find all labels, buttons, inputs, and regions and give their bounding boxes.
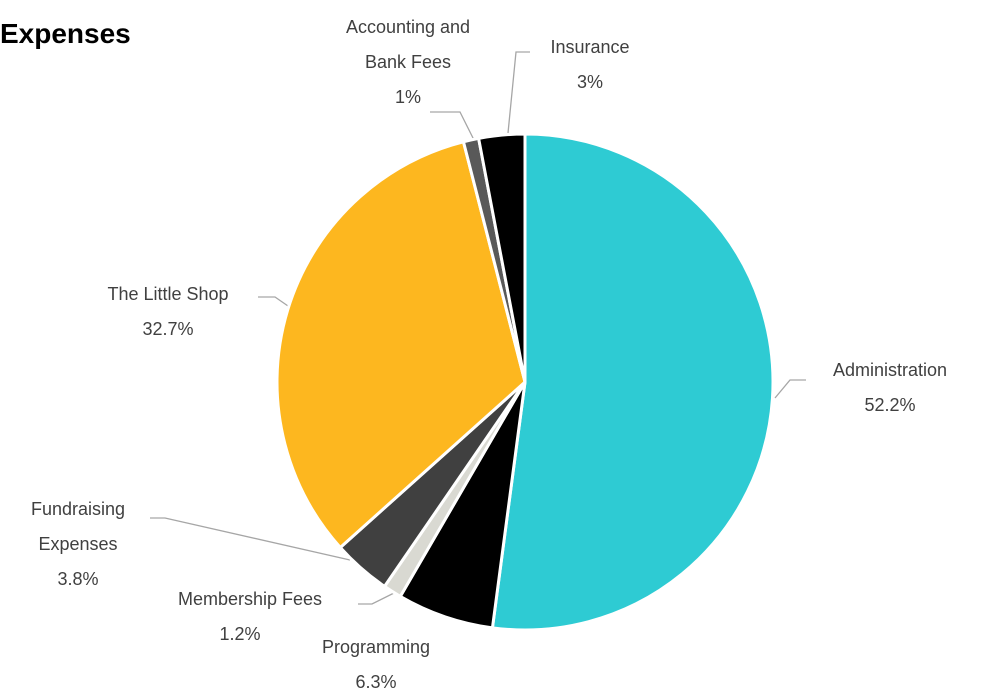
slice-label: Fundraising Expenses 3.8% [8,492,148,597]
category-label: Fundraising Expenses [30,499,126,554]
category-label: Insurance [550,37,630,57]
leader-line [358,591,397,605]
leader-lines [150,51,806,605]
slice-label: Administration 52.2% [800,353,980,423]
value-label: 6.3% [355,672,397,692]
slice-label: Accounting and Bank Fees 1% [323,10,493,115]
leader-line [430,111,475,141]
leader-line [150,517,351,561]
pie-slice [490,132,775,632]
slices [275,132,775,632]
category-label: Programming [321,637,431,657]
slice-label: Insurance 3% [520,30,660,100]
slice-label: Membership Fees 1.2% [140,582,360,652]
category-label: Accounting and Bank Fees [345,17,471,72]
value-label: 1.2% [219,624,261,644]
category-label: The Little Shop [107,284,229,304]
category-label: Administration [832,360,948,380]
value-label: 1% [394,87,421,107]
slice-label: The Little Shop 32.7% [68,277,268,347]
slice-label: Programming 6.3% [286,630,466,700]
chart-title: Expenses [0,18,131,49]
leader-line [258,296,289,307]
category-label: Membership Fees [177,589,323,609]
value-label: 3.8% [57,569,99,589]
pie-slice [275,140,527,549]
leader-line [507,51,530,134]
pie-slice [477,132,527,384]
value-label: 3% [576,72,603,92]
value-label: 52.2% [864,395,916,415]
value-label: 32.7% [142,319,194,339]
leader-line [774,379,806,399]
